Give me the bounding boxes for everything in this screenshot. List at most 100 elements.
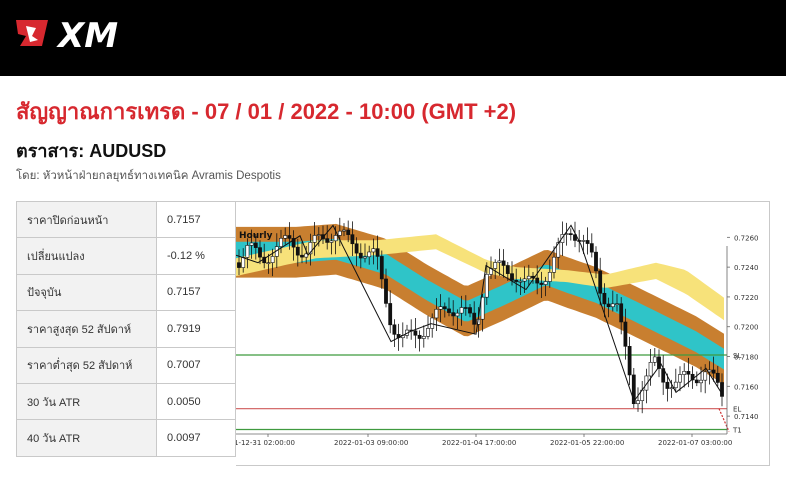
stat-label: ราคาปิดก่อนหน้า — [16, 200, 157, 239]
site-header-bar: XM — [0, 0, 786, 76]
y-tick-label: 0.7140 — [734, 413, 759, 421]
x-tick-label: 2022-01-04 17:00:00 — [442, 439, 516, 447]
candle-body — [501, 260, 506, 266]
stat-label: ปัจจุบัน — [16, 273, 157, 312]
candle-body — [472, 312, 477, 325]
candle-body — [253, 242, 258, 248]
stat-value: 0.7157 — [156, 200, 236, 239]
table-row: ราคาต่ำสุด 52 สัปดาห์ 0.7007 — [16, 346, 236, 384]
stat-label: 30 วัน ATR — [16, 382, 157, 421]
stat-value: 0.7157 — [156, 273, 236, 312]
stat-value: 0.0097 — [156, 419, 236, 457]
candle-body — [510, 273, 514, 281]
candle-body — [514, 279, 519, 282]
candle-body — [350, 234, 355, 245]
y-tick-label: 0.7260 — [734, 234, 759, 242]
candle-body — [652, 356, 657, 363]
candle-body — [581, 240, 586, 242]
candle-body — [631, 374, 636, 405]
x-tick-label: 1-12-31 02:00:00 — [236, 439, 295, 447]
candle-body — [388, 303, 393, 326]
candle-body — [568, 233, 573, 236]
y-tick-label: 0.7220 — [734, 294, 759, 302]
candle-body — [413, 330, 418, 336]
logo-text: XM — [56, 16, 118, 52]
candle-body — [665, 381, 670, 389]
candle-body — [333, 235, 338, 242]
level-label-sl: SL — [733, 352, 741, 360]
candle-body — [497, 260, 502, 263]
stat-value: 0.7919 — [156, 310, 236, 348]
xm-logo[interactable]: XM — [14, 14, 134, 52]
stat-value: -0.12 % — [156, 237, 236, 275]
candle-body — [539, 282, 544, 285]
candle-body — [585, 240, 590, 244]
candle-body — [535, 277, 540, 284]
candle-body — [384, 278, 388, 304]
timeframe-label: Hourly — [239, 231, 273, 241]
candle-body — [258, 247, 262, 258]
candle-body — [421, 336, 426, 339]
table-row: 30 วัน ATR 0.0050 — [16, 382, 236, 421]
table-row: เปลี่ยนแปลง -0.12 % — [16, 237, 236, 275]
candle-body — [480, 296, 485, 320]
y-tick-label: 0.7180 — [734, 354, 759, 362]
zigzag-polyline — [236, 224, 723, 403]
candle-body — [673, 381, 678, 389]
candle-body — [367, 251, 372, 258]
candle-body — [308, 242, 313, 255]
candle-body — [283, 235, 288, 239]
candle-body — [287, 235, 292, 239]
table-row: ราคาปิดก่อนหน้า 0.7157 — [16, 200, 236, 239]
candle-body — [249, 242, 254, 246]
candle-body — [484, 273, 489, 298]
y-tick-label: 0.7160 — [734, 383, 759, 391]
price-chart: SL EL T1 0.7260 0.7240 0.7220 0.7200 0.7180 0.7… — [236, 201, 770, 466]
candle-body — [547, 272, 552, 282]
candle-body — [598, 270, 603, 294]
stat-label: เปลี่ยนแปลง — [16, 237, 157, 275]
candle-body — [291, 238, 296, 248]
candle-body — [279, 237, 283, 247]
candle-body — [715, 372, 720, 383]
table-row: ราคาสูงสุด 52 สัปดาห์ 0.7919 — [16, 310, 236, 348]
stat-value: 0.7007 — [156, 346, 236, 384]
candle-body — [371, 248, 376, 253]
candle-body — [606, 303, 611, 308]
candle-body — [459, 307, 464, 314]
candle-body — [241, 257, 246, 268]
candle-body — [522, 278, 527, 282]
candle-body — [690, 373, 695, 381]
candle-body — [543, 281, 548, 285]
author-byline: โดย: หัวหน้าฝ่ายกลยุทธ์ทางเทคนิค Avramis… — [16, 170, 281, 182]
candle-body — [648, 362, 653, 377]
candle-body — [703, 371, 708, 381]
candle-body — [602, 292, 607, 305]
target-arrow — [718, 408, 730, 432]
candle-body — [556, 242, 561, 258]
candle-body — [552, 256, 556, 273]
level-label-el: EL — [733, 406, 741, 414]
candle-body — [316, 234, 321, 236]
candle-body — [325, 238, 330, 243]
candle-body — [455, 312, 460, 317]
candle-body — [678, 374, 682, 383]
candle-body — [720, 382, 724, 397]
candle-body — [417, 334, 422, 339]
candle-body — [615, 303, 619, 306]
stat-label: ราคาสูงสุด 52 สัปดาห์ — [16, 310, 157, 348]
candle-body — [342, 229, 346, 232]
candle-body — [295, 246, 300, 256]
stat-label: 40 วัน ATR — [16, 419, 157, 457]
y-tick-label: 0.7240 — [734, 264, 759, 272]
candle-body — [594, 251, 598, 272]
candle-body — [379, 256, 384, 280]
candle-body — [438, 306, 443, 310]
x-tick-label: 2022-01-05 22:00:00 — [550, 439, 624, 447]
table-row: ปัจจุบัน 0.7157 — [16, 273, 236, 312]
candle-body — [468, 307, 472, 314]
candle-body — [337, 230, 342, 236]
zigzag-line — [236, 224, 723, 403]
x-tick-label: 2022-01-03 09:00:00 — [334, 439, 408, 447]
candle-body — [560, 234, 565, 243]
